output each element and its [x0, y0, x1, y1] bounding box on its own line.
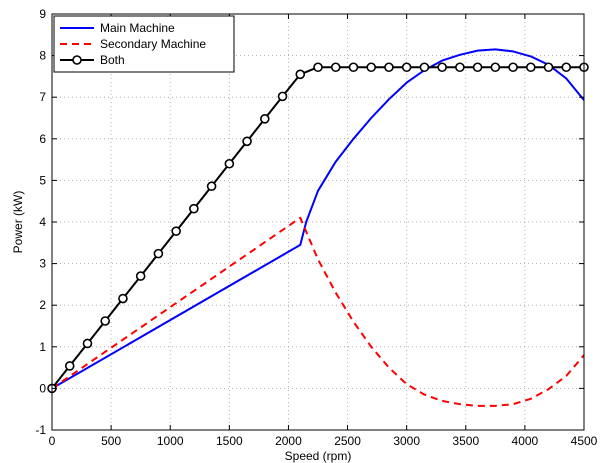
both-point	[561, 62, 572, 73]
both-point	[437, 62, 447, 73]
y-tick-label: 5	[39, 173, 46, 187]
x-tick-label: 0	[49, 434, 56, 448]
y-tick-label: 4	[39, 215, 46, 229]
legend-marker	[72, 55, 82, 65]
both-point	[171, 226, 181, 236]
both-point	[525, 62, 536, 73]
x-tick-label: 3500	[452, 434, 479, 448]
both-point	[153, 248, 164, 259]
secondary-machine-line	[51, 216, 585, 407]
both-point	[242, 136, 252, 147]
legend-entry-both: Both	[60, 53, 125, 67]
both-point	[118, 293, 128, 304]
both-series	[47, 62, 589, 394]
both-point	[366, 62, 377, 73]
both-point	[277, 91, 288, 102]
legend: Main Machine Secondary Machine Both	[53, 15, 235, 73]
y-tick-label: 6	[39, 132, 46, 146]
both-point	[100, 316, 110, 326]
both-point	[82, 338, 93, 349]
x-tick-label: 2000	[275, 434, 302, 448]
both-point	[543, 62, 554, 73]
both-point	[206, 181, 217, 192]
both-point	[455, 62, 465, 73]
both-point	[224, 158, 235, 169]
x-tick-label: 1000	[157, 434, 184, 448]
legend-entry-main-machine: Main Machine	[60, 21, 175, 35]
x-tick-label: 4000	[512, 434, 539, 448]
both-point	[64, 361, 75, 371]
legend-entry-secondary-machine: Secondary Machine	[60, 37, 206, 51]
both-point	[348, 62, 359, 73]
ticks: 0 500 1000 1500 2000 2500 3000 3500 4000 4500-101…	[35, 7, 597, 448]
y-tick-label: -1	[35, 423, 46, 437]
legend-label: Secondary Machine	[100, 37, 206, 51]
both-point	[384, 62, 394, 73]
y-tick-label: 9	[39, 7, 46, 21]
both-point	[508, 62, 518, 73]
x-axis-title: Speed (rpm)	[285, 449, 352, 463]
y-tick-label: 2	[39, 298, 46, 312]
y-tick-label: 7	[39, 90, 46, 104]
y-tick-label: 0	[39, 381, 46, 395]
y-tick-label: 3	[39, 257, 46, 271]
legend-label: Both	[100, 53, 125, 67]
y-axis-title: Power (kW)	[11, 191, 25, 254]
y-tick-label: 1	[39, 340, 46, 354]
x-tick-label: 3000	[393, 434, 420, 448]
secondary-machine-series	[51, 216, 585, 407]
x-tick-label: 1500	[216, 434, 243, 448]
x-tick-label: 4500	[571, 434, 598, 448]
x-tick-label: 500	[101, 434, 121, 448]
both-point	[295, 69, 306, 80]
legend-label: Main Machine	[100, 21, 175, 35]
both-point	[135, 271, 146, 281]
both-point	[330, 62, 341, 73]
x-tick-label: 2500	[334, 434, 361, 448]
both-point	[490, 62, 501, 73]
both-point	[259, 114, 270, 124]
both-point	[189, 203, 199, 214]
both-point	[313, 62, 323, 73]
both-point	[472, 62, 483, 73]
series-layer	[47, 48, 589, 407]
both-point	[401, 62, 412, 73]
y-tick-label: 8	[39, 49, 46, 63]
both-point	[419, 62, 430, 73]
